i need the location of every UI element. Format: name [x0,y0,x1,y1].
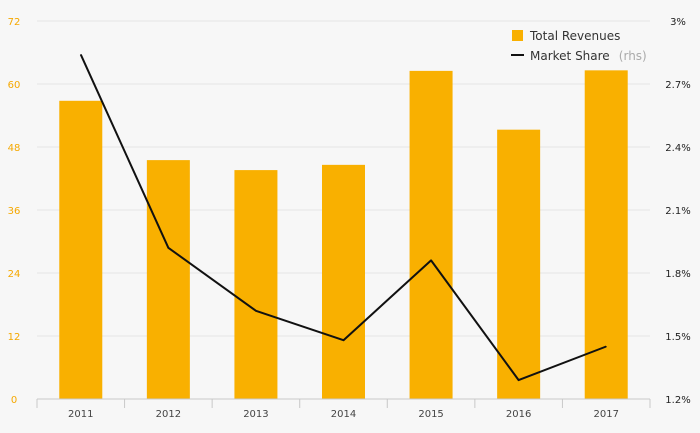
legend-market-share-name: Market Share [530,49,610,63]
x-tick-label: 2015 [418,409,443,420]
market-share-point [255,310,257,312]
revenue-bar [409,70,453,399]
market-share-point [430,259,432,261]
y-right-tick-label: 3% [670,17,686,28]
axes: 0 1.2% 12 1.5% 24 1.8% 36 2.1% 48 2.4% 60 2.7% 72 3% 2… [8,17,691,420]
legend-swatch-revenues [512,30,523,41]
y-left-tick-label: 0 [11,395,17,406]
market-share-point [343,339,344,341]
revenue-bar [497,129,541,400]
market-share-point [80,54,82,56]
legend: Total Revenues Market Share (rhs) [511,29,647,64]
y-left-tick-label: 24 [8,269,21,280]
y-right-tick-label: 2.1% [665,206,690,217]
x-tick-label: 2013 [243,409,268,420]
y-left-tick-label: 60 [8,80,21,91]
y-left-tick-label: 12 [8,332,21,343]
x-tick-label: 2016 [506,409,531,420]
legend-market-share-suffix: (rhs) [619,49,647,63]
x-tick-label: 2011 [68,409,93,420]
revenue-bar [59,100,103,400]
revenue-bar [146,160,190,399]
x-tick-label: 2014 [331,409,356,420]
y-right-tick-label: 1.8% [665,269,690,280]
x-tick-label: 2012 [156,409,181,420]
y-left-tick-label: 36 [8,206,21,217]
revenue-bar [234,170,278,399]
bar-series [59,70,628,400]
market-share-point [605,346,607,347]
y-right-tick-label: 1.5% [665,332,690,343]
revenue-bar [584,70,628,399]
x-tick-label: 2017 [593,409,618,420]
y-left-tick-label: 48 [8,143,21,154]
y-right-tick-label: 2.7% [665,80,690,91]
legend-label-market-share: Market Share (rhs) [530,45,647,64]
legend-label-revenues: Total Revenues [529,29,620,43]
market-share-point [167,247,169,249]
revenue-bar [322,164,365,399]
market-share-point [518,379,520,381]
y-right-tick-label: 2.4% [665,143,690,154]
y-right-tick-label: 1.2% [665,395,690,406]
line-series [79,54,607,382]
y-left-tick-label: 72 [8,17,21,28]
